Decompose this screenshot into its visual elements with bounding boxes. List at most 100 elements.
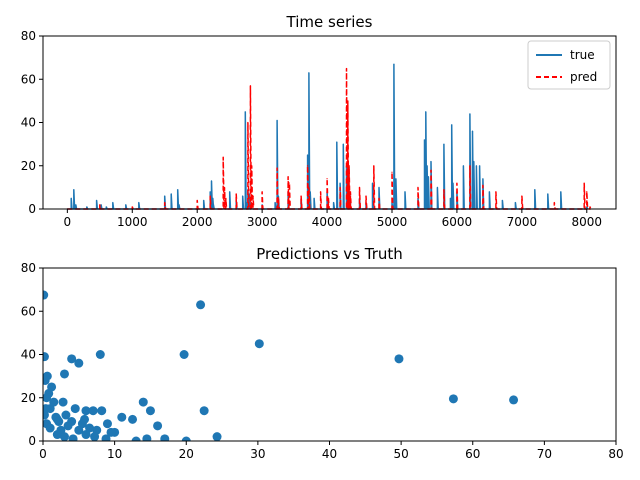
scatter-point (128, 414, 138, 424)
scatter-point (145, 406, 155, 416)
data-point-true (395, 178, 397, 180)
data-point-true (332, 201, 335, 204)
scatter-point (58, 397, 68, 407)
data-point-true (313, 197, 315, 199)
data-point-pred (164, 201, 166, 204)
scatter-point (43, 404, 51, 414)
data-point-pred (276, 167, 278, 169)
data-point-pred (235, 193, 237, 195)
x-tick-label: 30 (250, 447, 265, 461)
data-point-true (443, 143, 445, 145)
data-point-true (242, 195, 244, 197)
data-point-true (309, 191, 311, 193)
data-point-pred (131, 206, 133, 208)
scatter-point (61, 410, 71, 420)
data-point-pred (225, 197, 227, 199)
legend-label-true: true (570, 48, 595, 62)
data-point-pred (308, 186, 310, 188)
data-point-true (212, 204, 215, 206)
scatter-point (509, 395, 519, 405)
scatter-point (43, 371, 52, 381)
y-tick-label: 40 (21, 116, 36, 130)
data-point-pred (430, 169, 432, 171)
data-point-true (274, 201, 276, 204)
axes-frame (42, 35, 617, 210)
data-point-true (125, 204, 127, 206)
x-tick-label: 2000 (182, 215, 213, 229)
scatter-point (142, 434, 152, 441)
y-axis: 0 20 40 60 80 (21, 261, 43, 448)
data-point-true (427, 175, 429, 178)
data-point-true (229, 191, 231, 193)
data-point-true (203, 199, 205, 201)
data-point-pred (347, 100, 349, 102)
scatter-point (45, 423, 55, 433)
data-point-true (177, 188, 179, 191)
data-point-true (164, 195, 166, 197)
data-point-pred (456, 182, 458, 184)
data-point-pred (287, 175, 289, 178)
data-point-true (209, 191, 211, 193)
data-point-true (308, 72, 310, 74)
scatter-point (117, 412, 127, 422)
data-point-true (534, 188, 536, 191)
x-tick-label: 1000 (117, 215, 148, 229)
data-point-true (339, 182, 341, 184)
data-point-true (105, 206, 107, 208)
y-tick-label: 40 (21, 348, 36, 362)
y-tick-label: 0 (28, 202, 36, 216)
scatter-point (80, 414, 90, 424)
scatter-point (43, 352, 49, 362)
scatter-point (160, 434, 170, 441)
scatter-point (47, 382, 57, 392)
x-tick-label: 10 (107, 447, 122, 461)
data-point-pred (589, 206, 591, 208)
scatter-point (90, 432, 100, 441)
x-tick-label: 0 (39, 447, 47, 461)
data-point-true (277, 195, 279, 197)
data-point-pred (327, 197, 329, 199)
legend-label-pred: pred (570, 70, 597, 84)
x-tick-label: 8000 (572, 215, 603, 229)
data-point-true (547, 193, 549, 195)
data-point-true (451, 124, 453, 126)
data-point-true (138, 201, 140, 204)
y-tick-label: 60 (21, 304, 36, 318)
data-point-pred (378, 197, 380, 199)
data-point-true (178, 204, 180, 206)
x-tick-label: 5000 (377, 215, 408, 229)
scatter-point (212, 432, 222, 441)
scatter-point (196, 300, 206, 310)
x-axis: 0 1000 2000 3000 4000 5000 6000 7000 8000 (64, 209, 603, 229)
data-point-pred (345, 67, 348, 70)
data-point-pred (277, 197, 279, 199)
data-point-true (306, 154, 309, 156)
data-point-pred (222, 156, 224, 158)
scatter-point (63, 421, 73, 431)
y-axis: 0 20 40 60 80 (21, 29, 43, 216)
data-point-pred (365, 195, 367, 197)
y-tick-label: 60 (21, 72, 36, 86)
data-point-true (425, 111, 427, 113)
legend-box (527, 40, 611, 90)
data-point-pred (586, 191, 588, 193)
data-point-true (473, 160, 475, 163)
data-point-true (371, 182, 374, 184)
axes-frame (42, 267, 617, 442)
data-point-true (469, 113, 471, 115)
scatter-point (88, 406, 98, 416)
scatter-point (254, 339, 264, 349)
y-tick-label: 80 (21, 261, 36, 275)
plot-area (43, 290, 519, 441)
data-point-true (261, 204, 263, 206)
x-tick-label: 6000 (442, 215, 473, 229)
data-point-pred (521, 195, 523, 197)
data-point-pred (358, 186, 361, 188)
scatter-point (59, 369, 69, 379)
data-point-true (479, 165, 481, 167)
data-point-pred (306, 165, 309, 167)
scatter-point (74, 425, 84, 435)
scatter-point (181, 436, 191, 441)
scatter-point (179, 350, 189, 359)
y-tick-label: 0 (28, 434, 36, 448)
